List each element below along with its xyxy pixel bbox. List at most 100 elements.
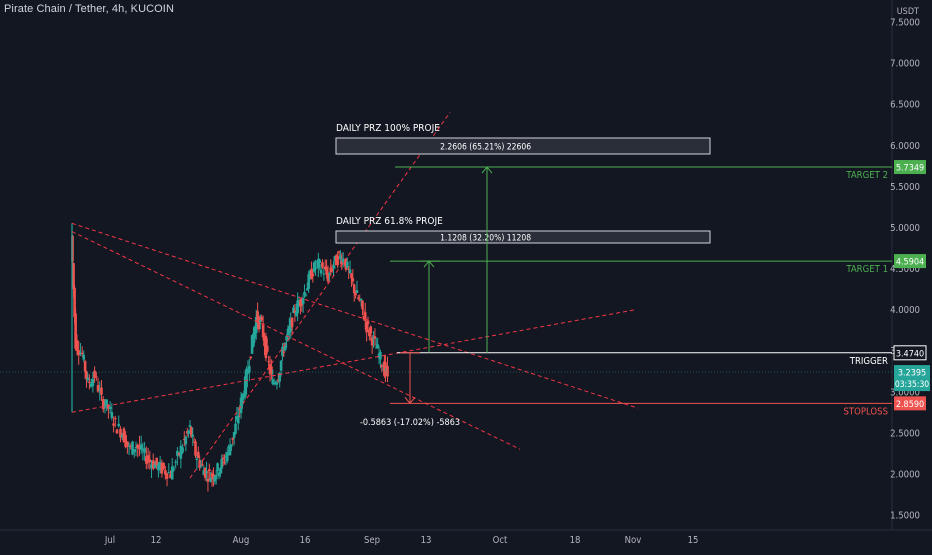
candle-body (184, 436, 188, 445)
candle-body (301, 298, 305, 304)
candle-body (289, 319, 293, 332)
candle-body (305, 288, 309, 291)
x-tick-label: 13 (421, 535, 432, 546)
candle-body (107, 404, 110, 410)
candle-body (74, 313, 77, 349)
y-tick-label: 5.0000 (890, 223, 920, 234)
y-tick-label: 1.5000 (890, 511, 920, 522)
candle-body (93, 370, 96, 378)
candle-body (217, 473, 221, 476)
y-tick-label: 7.5000 (890, 18, 920, 29)
x-tick-label: 16 (300, 535, 311, 546)
candle-body (95, 376, 98, 378)
candle-body (236, 416, 240, 424)
candle-body (339, 255, 342, 260)
candle-body (242, 395, 246, 398)
candle-body (328, 273, 331, 275)
candle-body (201, 464, 204, 466)
candle-body (303, 291, 306, 295)
candle-body (348, 269, 352, 273)
candle-body (85, 371, 88, 379)
y-tick-label: 5.5000 (890, 182, 920, 193)
candle-body (357, 297, 360, 299)
projection-box (335, 230, 711, 244)
level-badge-value: 4.5904 (896, 258, 924, 268)
candle-body (188, 425, 192, 427)
candle-body (288, 326, 291, 334)
candle-body (238, 408, 241, 410)
candle-body (160, 462, 164, 474)
candle-body (368, 329, 371, 337)
candle-body (340, 260, 344, 265)
candle-body (174, 461, 177, 463)
x-tick-label: Sep (364, 535, 380, 546)
candle-body (120, 434, 124, 438)
candle-body (308, 271, 312, 279)
candle-body (117, 423, 121, 427)
candle-body (250, 335, 254, 354)
candle-body (216, 463, 219, 471)
projection-box-label: 1.1208 (32.20%) 11208 (440, 234, 531, 244)
currency-label: USDT (897, 7, 919, 17)
candle-body (101, 399, 105, 410)
candle-body (248, 366, 251, 373)
candle-body (336, 255, 339, 266)
candle-body (254, 316, 258, 333)
candle-body (283, 342, 287, 351)
level-badge (894, 254, 926, 269)
candle-body (110, 412, 114, 418)
candle-body (265, 345, 269, 352)
candle-body (379, 352, 382, 360)
candle-body (75, 339, 79, 351)
candle-body (286, 328, 290, 336)
candle-body (267, 361, 270, 363)
candle-body (146, 455, 150, 462)
level-badge-value: 2.8590 (896, 400, 924, 410)
candle-body (241, 393, 244, 405)
x-tick-label: Aug (233, 535, 250, 546)
candle-body (366, 320, 370, 325)
candle-body (257, 316, 261, 330)
candle-body (372, 336, 375, 339)
level-badge (893, 345, 927, 361)
candle-body (235, 416, 239, 420)
candle-body (252, 333, 255, 347)
candle-body (278, 373, 281, 382)
candle-body (234, 423, 237, 434)
candle-body (73, 287, 76, 318)
candle-body (208, 469, 211, 472)
candle-body (151, 460, 155, 469)
candle-body (158, 461, 162, 470)
candle-body (317, 259, 320, 268)
candle-body (203, 468, 207, 478)
candle-body (322, 273, 326, 275)
candle-body (155, 457, 158, 466)
trendline (71, 231, 521, 450)
candle-body (153, 464, 157, 469)
candle-body (139, 444, 143, 450)
y-tick-label: 4.0000 (890, 305, 920, 316)
level-badge (894, 160, 926, 175)
candle-body (79, 352, 82, 355)
level-label: TRIGGER (849, 356, 888, 367)
candle-body (270, 366, 273, 374)
candle-body (230, 444, 233, 447)
candle-body (297, 302, 301, 306)
candle-body (246, 368, 250, 374)
candle-body (126, 441, 129, 447)
x-tick-label: Nov (625, 535, 642, 546)
candle-body (172, 468, 176, 470)
x-tick-label: Jul (104, 535, 115, 546)
candle-body (148, 459, 152, 463)
candle-body (205, 471, 208, 473)
candle-body (220, 458, 224, 469)
candle-body (343, 263, 346, 265)
candle-body (181, 447, 184, 453)
candle-body (296, 300, 299, 314)
candle-body (361, 300, 364, 310)
candle-body (136, 444, 140, 449)
candle-body (315, 261, 319, 263)
candle-body (307, 274, 310, 289)
